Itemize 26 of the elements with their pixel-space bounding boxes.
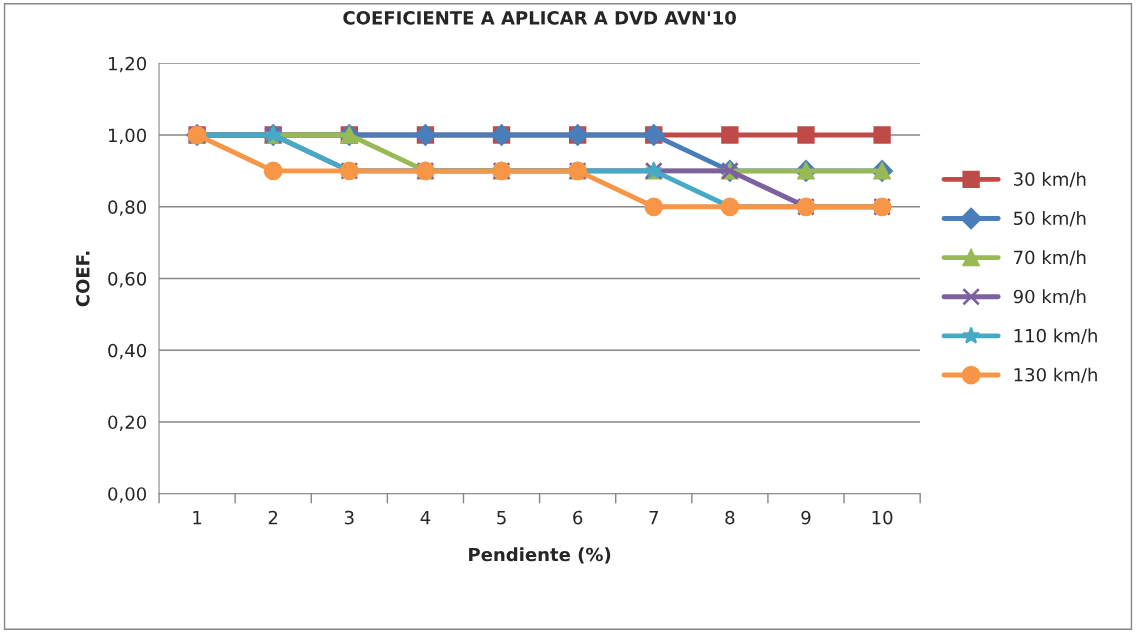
y-tick-label: 0,40	[108, 343, 147, 360]
legend-label: 90 km/h	[1013, 289, 1086, 305]
chart-title: COEFICIENTE A APLICAR A DVD AVN'10	[343, 11, 736, 25]
y-tick-label: 1,20	[109, 56, 147, 73]
x-tick-label: 8	[725, 510, 735, 525]
y-tick-label: 0,80	[108, 200, 147, 216]
legend-label: 30 km/h	[1014, 171, 1086, 188]
x-tick-label: 9	[801, 510, 811, 525]
x-tick-label: 6	[573, 510, 583, 525]
y-axis-title: COEF.	[75, 251, 90, 307]
legend-label: 110 km/h	[1014, 328, 1097, 344]
y-tick-label: 1,00	[109, 128, 147, 144]
x-tick-label: 10	[872, 510, 893, 525]
legend-label: 70 km/h	[1014, 250, 1086, 266]
x-tick-label: 3	[344, 510, 354, 525]
x-tick-label: 2	[268, 510, 278, 525]
x-tick-label: 7	[649, 510, 658, 525]
y-tick-label: 0,60	[108, 271, 147, 288]
x-axis-title: Pendiente (%)	[469, 547, 611, 564]
x-tick-label: 5	[497, 510, 506, 525]
y-tick-label: 0,20	[108, 415, 147, 431]
legend-label: 130 km/h	[1014, 367, 1097, 384]
x-tick-label: 1	[193, 510, 202, 525]
y-tick-label: 0,00	[108, 487, 147, 503]
x-tick-label: 4	[420, 510, 431, 525]
legend-label: 50 km/h	[1014, 211, 1086, 227]
